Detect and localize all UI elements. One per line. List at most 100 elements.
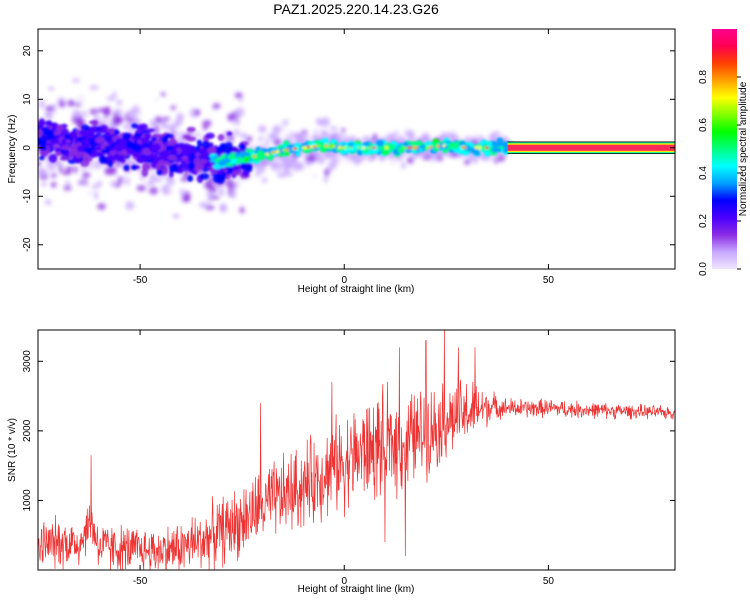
spectral-cell bbox=[219, 204, 228, 213]
colorbar-tick-label: 0.0 bbox=[698, 262, 709, 276]
signal-band-core bbox=[507, 144, 675, 151]
spectral-cell bbox=[39, 135, 48, 144]
spectral-cell bbox=[220, 159, 228, 166]
spectral-cell bbox=[82, 156, 93, 162]
spectral-peak bbox=[428, 145, 433, 149]
spectral-peak bbox=[312, 145, 317, 148]
spectral-peak bbox=[324, 144, 328, 147]
spectral-cell bbox=[199, 172, 210, 180]
spectral-cell bbox=[172, 213, 180, 219]
spectral-cell bbox=[312, 173, 318, 178]
spectral-cell bbox=[149, 173, 157, 183]
spectral-cell bbox=[331, 155, 339, 164]
spectral-cell bbox=[131, 123, 138, 129]
spectral-cell bbox=[266, 154, 274, 161]
spectral-cell bbox=[181, 155, 188, 161]
spectral-cell bbox=[153, 124, 160, 135]
spectral-cell bbox=[115, 99, 123, 106]
spectral-cell bbox=[198, 201, 209, 209]
snr-x-tick-label: 0 bbox=[341, 576, 347, 587]
snr-y-axis-label: SNR (10 * v/v) bbox=[7, 418, 18, 482]
colorbar-tick-label: 0.2 bbox=[698, 214, 709, 228]
spectral-cell bbox=[295, 132, 305, 140]
spectral-peak bbox=[411, 146, 415, 150]
colorbar-ticks: 0.0 0.2 0.4 0.6 0.8 bbox=[698, 70, 741, 276]
spectral-cell bbox=[149, 119, 157, 129]
spectrogram-panel: -50 0 50 -20 -10 0 10 20 Height of straight li… bbox=[7, 28, 676, 295]
spectral-cell bbox=[170, 105, 176, 111]
spectral-cell bbox=[89, 85, 99, 90]
spectral-cell bbox=[38, 168, 48, 177]
spectral-cell bbox=[300, 130, 308, 135]
spectral-cell bbox=[243, 155, 250, 163]
spectral-cell bbox=[423, 149, 430, 158]
colorbar-tick-label: 0.8 bbox=[698, 70, 709, 84]
spectral-peak bbox=[282, 148, 287, 152]
spectral-peak bbox=[340, 146, 345, 149]
spectral-cell bbox=[84, 179, 89, 187]
spectral-cell bbox=[195, 131, 200, 139]
spectral-cell bbox=[210, 195, 220, 200]
spectral-peak bbox=[330, 145, 335, 148]
snr-frame bbox=[37, 329, 676, 571]
spectral-cell bbox=[144, 133, 151, 139]
snr-x-ticks: -50 0 50 bbox=[133, 330, 554, 587]
spectral-cell bbox=[257, 125, 267, 134]
spectral-cell bbox=[194, 109, 201, 116]
spectral-cell bbox=[88, 120, 98, 125]
snr-panel: -50 0 50 1000 2000 3000 Height of straight l… bbox=[7, 329, 676, 595]
spectrogram-x-tick-label: 0 bbox=[341, 275, 347, 286]
spectral-cell bbox=[201, 155, 209, 160]
spectral-cell bbox=[167, 154, 178, 161]
spectral-cell bbox=[61, 138, 67, 146]
spectral-cell bbox=[305, 159, 311, 167]
spectral-cell bbox=[82, 111, 88, 117]
spectral-cell bbox=[154, 116, 163, 124]
spectral-cell bbox=[290, 153, 295, 162]
spectral-cell bbox=[258, 136, 263, 142]
spectral-cell bbox=[284, 151, 290, 157]
spectral-cell bbox=[146, 128, 156, 133]
spectrogram-frame bbox=[37, 28, 676, 270]
spectral-cell bbox=[291, 162, 301, 172]
spectral-cell bbox=[79, 129, 86, 136]
spectral-cell bbox=[88, 159, 95, 169]
spectral-cell bbox=[39, 146, 48, 151]
spectral-cell bbox=[127, 109, 136, 119]
spectral-cell bbox=[69, 130, 78, 139]
spectral-cell bbox=[258, 154, 265, 160]
spectral-cell bbox=[73, 165, 78, 174]
spectral-cell bbox=[482, 156, 492, 161]
spectral-cell bbox=[154, 97, 159, 102]
spectral-cell bbox=[294, 142, 302, 147]
spectral-peak bbox=[474, 146, 479, 150]
spectral-cell bbox=[42, 155, 50, 162]
chart-title: PAZ1.2025.220.14.23.G26 bbox=[273, 1, 439, 17]
spectral-cell bbox=[181, 194, 191, 203]
spectral-cell bbox=[86, 190, 95, 196]
spectral-cell bbox=[272, 125, 282, 134]
spectral-cell bbox=[234, 92, 243, 99]
spectral-cell bbox=[76, 145, 85, 153]
spectral-cell bbox=[186, 126, 196, 133]
spectral-cell bbox=[448, 142, 456, 149]
spectral-cell bbox=[72, 109, 82, 119]
spectral-peak bbox=[372, 146, 377, 150]
spectral-cell bbox=[131, 164, 137, 171]
spectral-cell bbox=[401, 162, 406, 170]
spectral-cell bbox=[270, 133, 280, 142]
spectral-peak bbox=[366, 146, 371, 150]
spectral-cell bbox=[219, 143, 227, 150]
spectral-cell bbox=[63, 185, 72, 191]
spectral-cell bbox=[284, 172, 294, 177]
spectral-peak bbox=[477, 146, 482, 150]
spectral-cell bbox=[50, 139, 60, 144]
spectral-cell bbox=[114, 143, 124, 152]
spectral-cell bbox=[165, 145, 174, 152]
spectral-cell bbox=[233, 182, 239, 188]
spectral-cell bbox=[330, 139, 338, 144]
spectral-cell bbox=[246, 136, 253, 142]
spectral-cell bbox=[106, 96, 115, 102]
spectral-cell bbox=[381, 150, 388, 155]
spectral-cell bbox=[470, 134, 481, 139]
